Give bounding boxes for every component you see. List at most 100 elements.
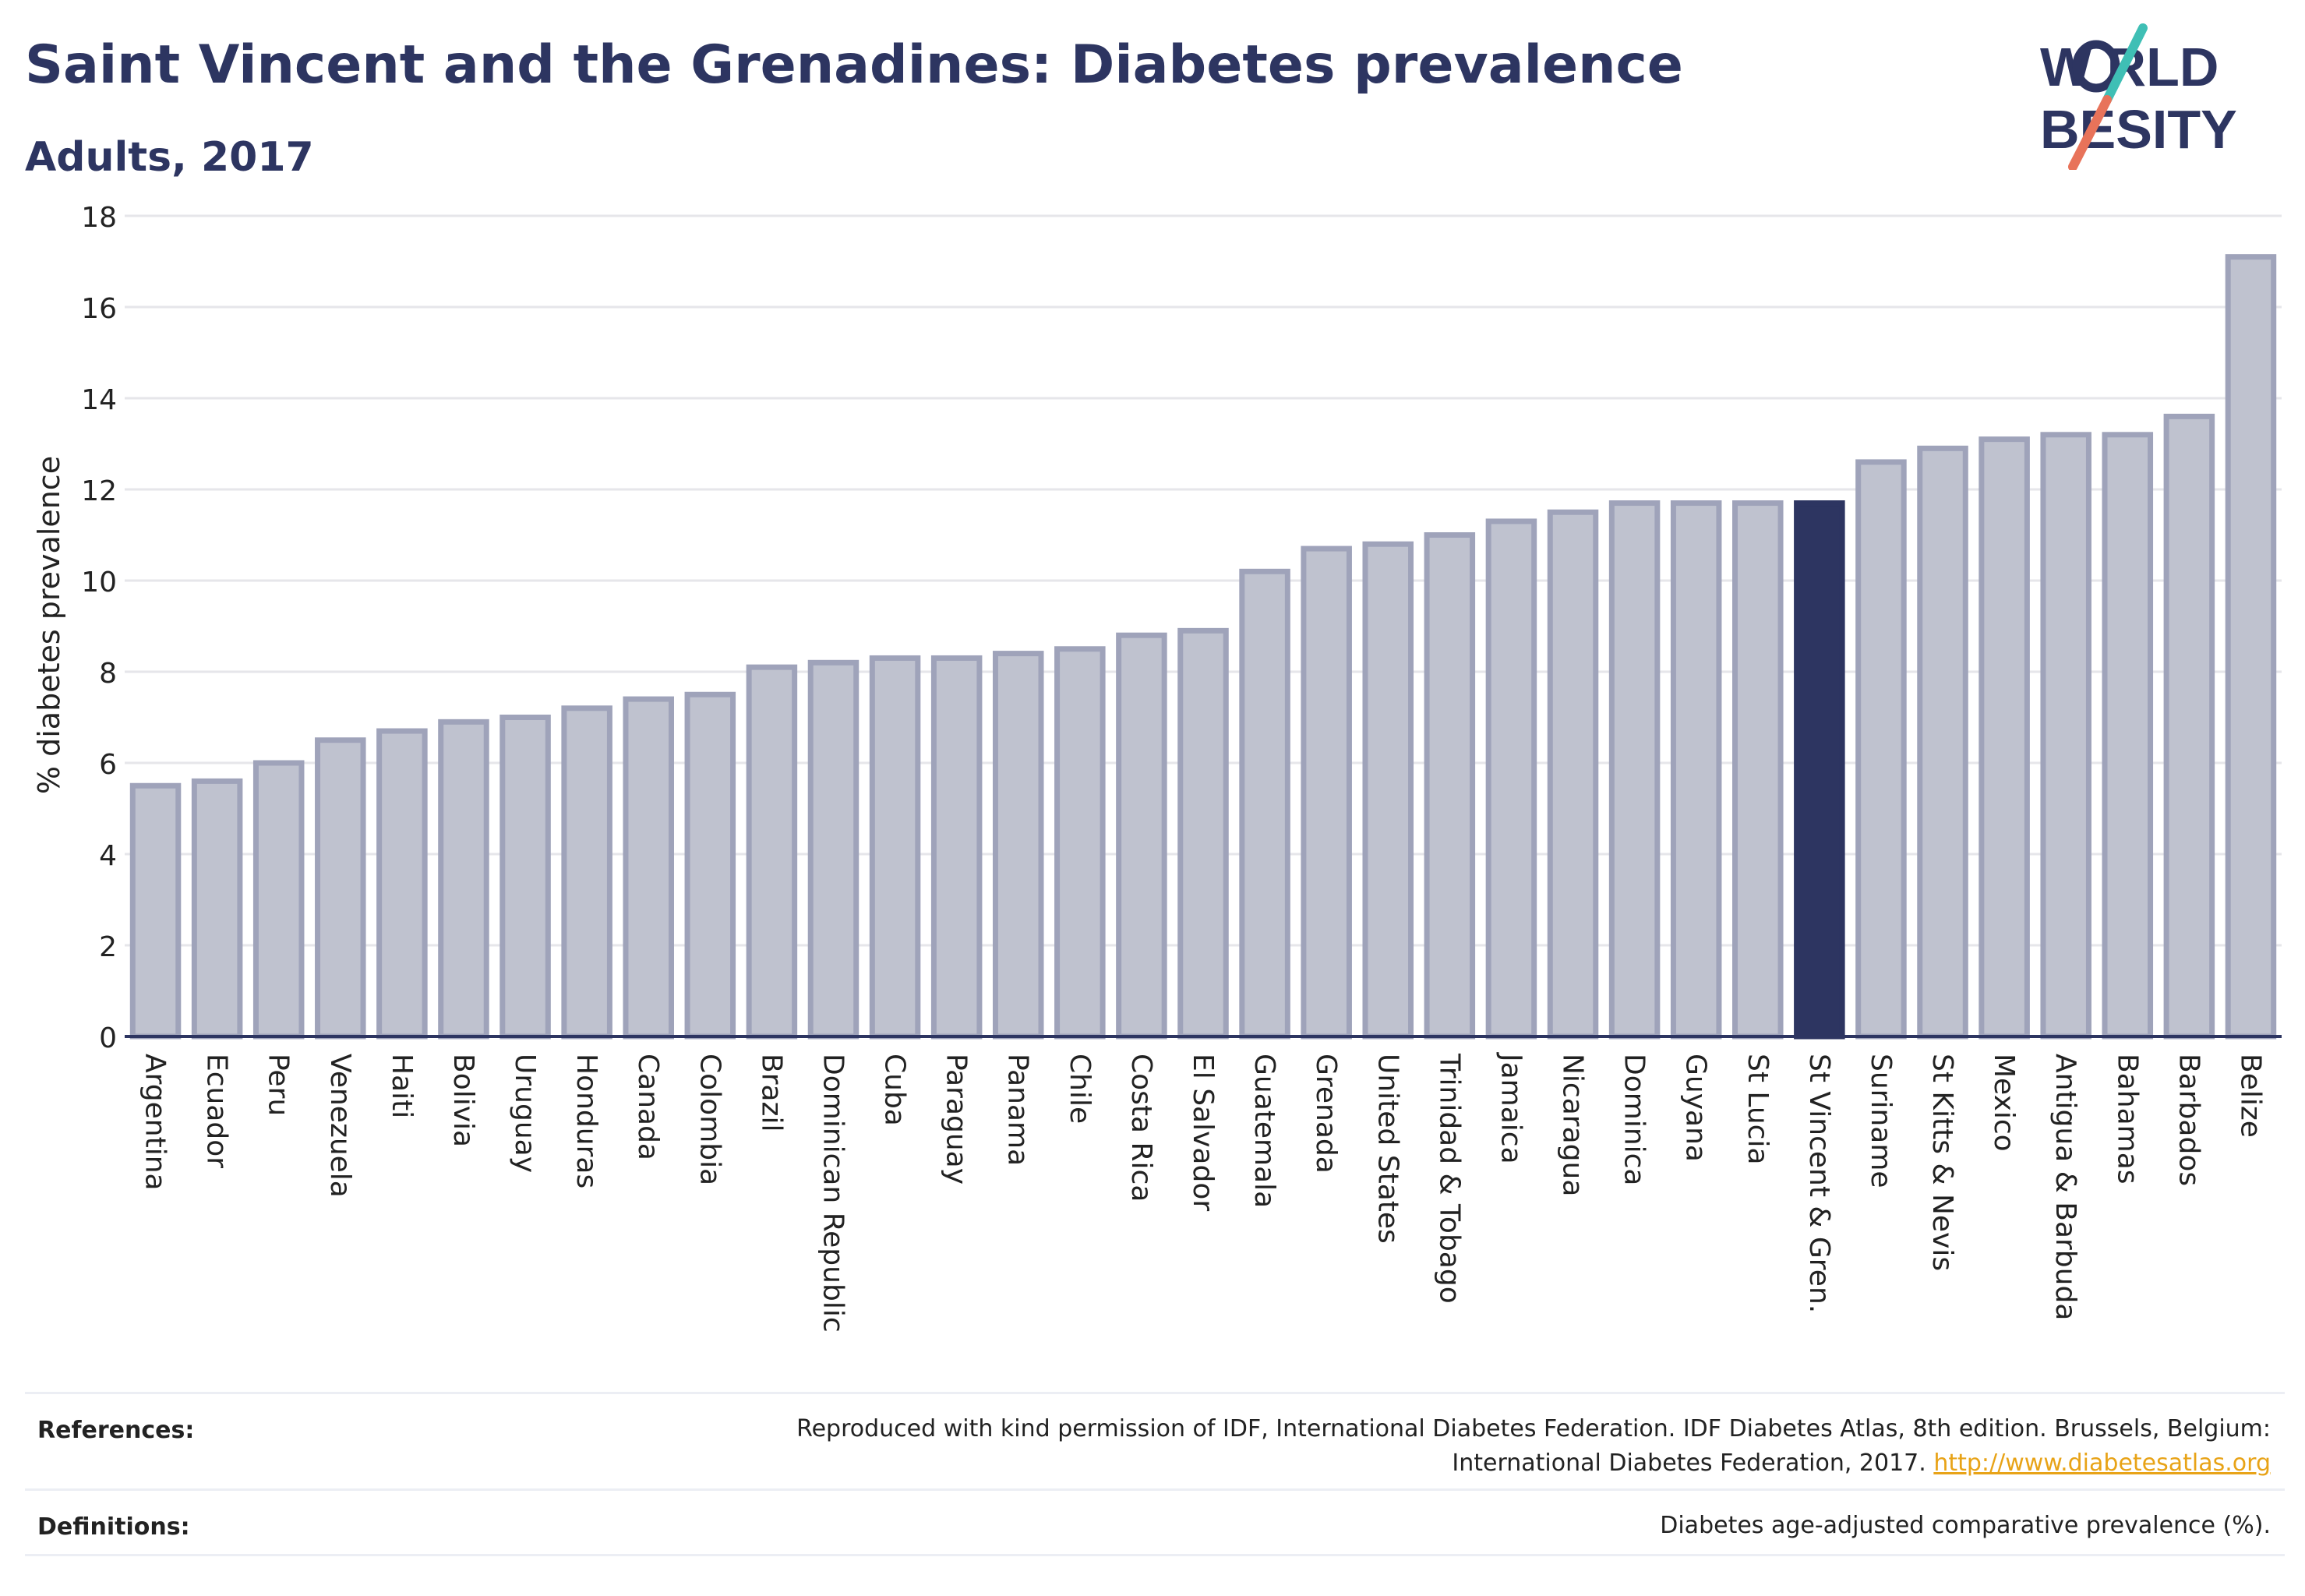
x-tick-label: St Lucia <box>1742 1054 1774 1165</box>
bar <box>1116 632 1167 1040</box>
x-tick-label: Barbados <box>2173 1054 2204 1186</box>
x-tick-label: El Salvador <box>1187 1054 1219 1211</box>
bar <box>129 782 182 1040</box>
x-tick-label: Brazil <box>755 1054 787 1132</box>
bar <box>252 760 305 1040</box>
bar <box>2163 413 2215 1040</box>
x-tick-label: Uruguay <box>509 1054 541 1173</box>
y-tick-label: 16 <box>81 293 117 325</box>
logo-line-2: BESITY <box>2040 99 2237 160</box>
x-tick-label: Haiti <box>386 1054 418 1118</box>
x-tick-label: Venezuela <box>324 1054 356 1198</box>
world-obesity-logo: W RLD BESITY <box>2040 23 2237 170</box>
bar <box>561 705 612 1040</box>
x-tick-label: Guatemala <box>1248 1054 1280 1208</box>
bar <box>1485 518 1537 1040</box>
bar <box>1978 436 2030 1040</box>
footer-divider-bottom <box>25 1554 2285 1556</box>
x-tick-label: Panama <box>1002 1054 1034 1166</box>
bar <box>684 691 736 1040</box>
bar <box>1177 627 1229 1040</box>
x-tick-label: Bahamas <box>2111 1054 2143 1185</box>
y-axis-ticks: 0 2 4 6 8 10 12 14 16 18 <box>81 202 117 1054</box>
bar <box>315 737 366 1040</box>
bar <box>1732 500 1784 1040</box>
bar <box>1054 646 1106 1040</box>
x-tick-label: Nicaragua <box>1557 1054 1589 1196</box>
bar <box>1301 546 1352 1040</box>
bar <box>2040 432 2091 1040</box>
bar <box>623 696 674 1040</box>
logo-slash-coral-icon <box>2068 95 2112 170</box>
x-tick-label: Ecuador <box>201 1054 233 1168</box>
y-tick-label: 4 <box>99 840 117 872</box>
bar-highlighted <box>1794 500 1845 1040</box>
x-tick-label: Dominica <box>1618 1054 1650 1186</box>
x-tick-label: Grenada <box>1310 1054 1342 1174</box>
x-tick-label: Argentina <box>139 1054 171 1191</box>
references-link[interactable]: http://www.diabetesatlas.org <box>1933 1449 2271 1477</box>
bar <box>1547 509 1599 1040</box>
x-tick-label: Cuba <box>879 1054 911 1126</box>
bar <box>1362 541 1414 1040</box>
y-tick-label: 8 <box>99 658 117 690</box>
y-axis-label: % diabetes prevalence <box>32 456 66 794</box>
x-tick-label: St Kitts & Nevis <box>1926 1054 1958 1271</box>
x-tick-label: Paraguay <box>941 1054 972 1185</box>
x-tick-label: United States <box>1371 1054 1403 1244</box>
bar <box>1608 500 1661 1040</box>
references-body: Reproduced with kind permission of IDF, … <box>796 1415 2271 1477</box>
bar <box>1855 459 1907 1040</box>
x-tick-label: St Vincent & Gren. <box>1803 1054 1835 1313</box>
x-tick-label: Bolivia <box>447 1054 479 1147</box>
bar <box>376 728 428 1040</box>
x-tick-label: Canada <box>632 1054 664 1160</box>
bar <box>1670 500 1722 1040</box>
x-tick-label: Peru <box>263 1054 295 1116</box>
x-tick-label: Mexico <box>1988 1054 2020 1152</box>
bars <box>129 254 2277 1040</box>
y-tick-label: 0 <box>99 1022 117 1054</box>
bar <box>1424 532 1476 1040</box>
y-tick-label: 18 <box>81 202 117 234</box>
bar <box>438 719 489 1040</box>
references-label: References: <box>37 1417 195 1444</box>
bar <box>930 655 983 1040</box>
chart-subtitle: Adults, 2017 <box>25 134 314 181</box>
x-tick-label: Antigua & Barbuda <box>2049 1054 2081 1320</box>
definitions-label: Definitions: <box>37 1513 190 1541</box>
bar <box>992 651 1044 1040</box>
bar <box>869 655 921 1040</box>
bar <box>807 659 860 1040</box>
x-tick-label: Dominican Republic <box>817 1054 849 1333</box>
bar <box>1239 568 1290 1040</box>
x-tick-label: Honduras <box>570 1054 602 1188</box>
x-tick-label: Colombia <box>694 1054 725 1185</box>
x-tick-label: Guyana <box>1680 1054 1712 1162</box>
y-tick-label: 14 <box>81 384 117 416</box>
x-axis-ticks: Argentina Ecuador Peru Venezuela Haiti Bolivi… <box>139 1052 2267 1333</box>
y-tick-label: 10 <box>81 567 117 598</box>
bar <box>2102 432 2154 1040</box>
x-tick-label: Costa Rica <box>1125 1054 1157 1202</box>
y-tick-label: 12 <box>81 475 117 507</box>
y-tick-label: 6 <box>99 749 117 781</box>
bar <box>2225 254 2277 1040</box>
x-tick-label: Jamaica <box>1495 1052 1527 1164</box>
references-text: Reproduced with kind permission of IDF, … <box>712 1412 2271 1481</box>
bar <box>191 778 243 1040</box>
footer-divider-top <box>25 1392 2285 1394</box>
definitions-text: Diabetes age-adjusted comparative preval… <box>1660 1512 2271 1539</box>
footer-divider-middle <box>25 1488 2285 1491</box>
chart-title: Saint Vincent and the Grenadines: Diabet… <box>25 34 1683 96</box>
logo-o-ring-icon <box>2072 40 2120 93</box>
x-tick-label: Chile <box>1064 1054 1096 1124</box>
x-tick-label: Belize <box>2234 1054 2266 1138</box>
x-tick-label: Suriname <box>1865 1054 1897 1188</box>
bar <box>499 715 551 1040</box>
bar <box>746 664 798 1040</box>
x-tick-label: Trinidad & Tobago <box>1433 1053 1465 1304</box>
bar <box>1917 445 1968 1040</box>
logo-slash-teal-icon <box>2102 23 2148 104</box>
bar-chart: 0 2 4 6 8 10 12 14 16 18 Argentina Ecuador Peru Vene… <box>32 202 2282 1333</box>
